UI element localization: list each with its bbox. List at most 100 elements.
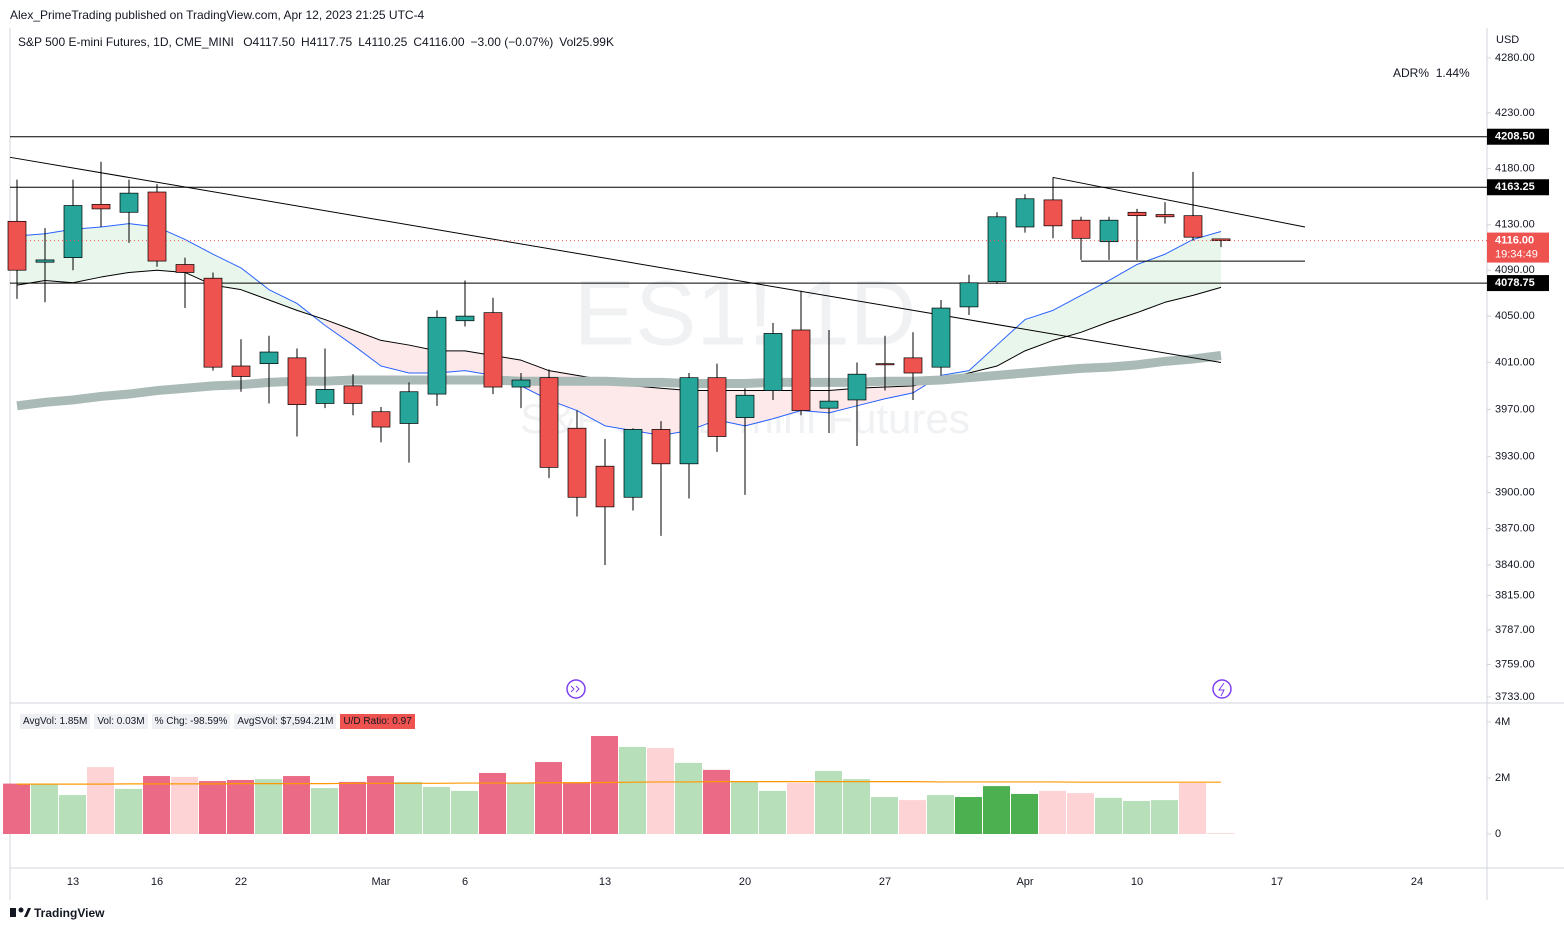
volume-bar xyxy=(899,800,926,834)
volume-bar xyxy=(1095,797,1122,834)
indicator: ADR% 1.44% xyxy=(1393,66,1470,80)
y-tick-label: 3815.00 xyxy=(1495,589,1535,601)
candle-body xyxy=(259,351,279,365)
volume-bar xyxy=(283,776,310,834)
y-tick-label: 3900.00 xyxy=(1495,486,1535,498)
candle-body xyxy=(567,427,587,498)
candle-body xyxy=(819,400,839,409)
level-box xyxy=(1487,128,1549,145)
ohlc-value: H4117.75 xyxy=(301,35,353,49)
volume-bar xyxy=(955,797,982,834)
candle-body xyxy=(91,204,111,210)
x-tick-label: 20 xyxy=(739,876,751,888)
volume-bar xyxy=(927,795,954,834)
x-tick-label: 22 xyxy=(235,876,247,888)
indicator-value: 1.44% xyxy=(1435,66,1470,80)
volume-bar xyxy=(115,788,142,834)
y-tick-label: 3930.00 xyxy=(1495,451,1535,463)
candle-body xyxy=(1071,219,1091,239)
trendline xyxy=(9,156,1222,363)
candle-body xyxy=(203,277,223,368)
volume-bar xyxy=(171,776,198,834)
candle-body xyxy=(119,192,139,213)
volume-bar xyxy=(255,779,282,834)
candle-body xyxy=(763,333,783,391)
replay-icon[interactable] xyxy=(566,679,586,699)
volume-bar xyxy=(871,797,898,834)
volume-bar xyxy=(1039,790,1066,834)
candle-body xyxy=(539,377,559,468)
volume-bar xyxy=(759,790,786,834)
y-tick-label: 4M xyxy=(1495,716,1510,728)
x-tick-label: 17 xyxy=(1271,876,1283,888)
last-price-label: 4116.00 xyxy=(1495,234,1534,246)
volume-bar xyxy=(59,795,86,834)
publisher: Alex_PrimeTrading published on TradingVi… xyxy=(10,8,425,22)
candle-body xyxy=(455,315,475,322)
tv-logo xyxy=(10,907,31,917)
volume-bar xyxy=(507,783,534,834)
candle-body xyxy=(1183,215,1203,238)
volume-badges: AvgVol: 1.85M Vol: 0.03M% Chg: -98.59% Avg… xyxy=(20,714,415,729)
ohlc-value: L4110.25 xyxy=(358,35,408,49)
volume-bar xyxy=(619,746,646,834)
candle-body xyxy=(1127,211,1147,217)
candle-body xyxy=(35,259,55,263)
volume-bar xyxy=(535,762,562,834)
candle-body xyxy=(63,205,83,258)
candle-body xyxy=(903,357,923,374)
ma-band xyxy=(1193,231,1221,296)
volume-bar xyxy=(591,736,618,834)
countdown: 19:34:49 xyxy=(1495,248,1538,260)
symbol-legend: S&P 500 E-mini Futures, 1D, CME_MINI O41… xyxy=(18,35,614,49)
candle-body xyxy=(399,391,419,424)
volume-bar xyxy=(367,776,394,834)
y-tick-label: 4130.00 xyxy=(1495,219,1535,231)
volume-bar xyxy=(563,783,590,834)
ohlc-value: −3.00 (−0.07%) xyxy=(470,35,554,49)
x-tick-label: 13 xyxy=(67,876,79,888)
ma-band xyxy=(353,329,381,367)
candle-body xyxy=(651,429,671,465)
x-tick-label: 24 xyxy=(1411,876,1423,888)
moving-average xyxy=(16,351,1222,411)
volume-bar xyxy=(1151,800,1178,834)
volume-bar xyxy=(1067,793,1094,834)
candle-body xyxy=(315,389,335,404)
candle-body xyxy=(791,329,811,411)
footer-brand: TradingView xyxy=(34,906,105,920)
ma-band xyxy=(269,289,297,311)
volume-bar xyxy=(395,781,422,834)
candle-body xyxy=(1099,219,1119,243)
volume-bar xyxy=(675,762,702,834)
x-tick-label: Mar xyxy=(372,876,391,888)
ma-band xyxy=(1081,280,1109,333)
y-tick-label: 3759.00 xyxy=(1495,658,1535,670)
ma-band xyxy=(101,223,129,278)
volume-badge: % Chg: -98.59% xyxy=(151,714,231,729)
candle-body xyxy=(707,377,727,437)
ohlc-value: Vol25.99K xyxy=(559,35,614,49)
candle-body xyxy=(735,394,755,418)
volume-badge: AvgSVol: $7,594.21M xyxy=(234,714,337,729)
event-icon[interactable] xyxy=(1212,679,1232,699)
volume-bar xyxy=(843,779,870,834)
y-tick-label: 4050.00 xyxy=(1495,310,1535,322)
x-tick-label: 13 xyxy=(599,876,611,888)
volume-bar xyxy=(731,781,758,834)
volume-bar xyxy=(479,772,506,834)
candle-body xyxy=(1155,214,1175,218)
ma-band xyxy=(633,385,661,436)
currency: USD xyxy=(1496,34,1520,46)
level-box xyxy=(1487,275,1549,292)
trendline xyxy=(1052,176,1306,228)
volume-badge: U/D Ratio: 0.97 xyxy=(340,714,415,729)
candle-body xyxy=(343,385,363,404)
candle-body xyxy=(679,377,699,465)
moving-average xyxy=(16,223,1222,436)
symbol-title: S&P 500 E-mini Futures, 1D, CME_MINI xyxy=(18,35,234,49)
y-tick-label: 2M xyxy=(1495,772,1510,784)
x-tick-label: 10 xyxy=(1131,876,1143,888)
